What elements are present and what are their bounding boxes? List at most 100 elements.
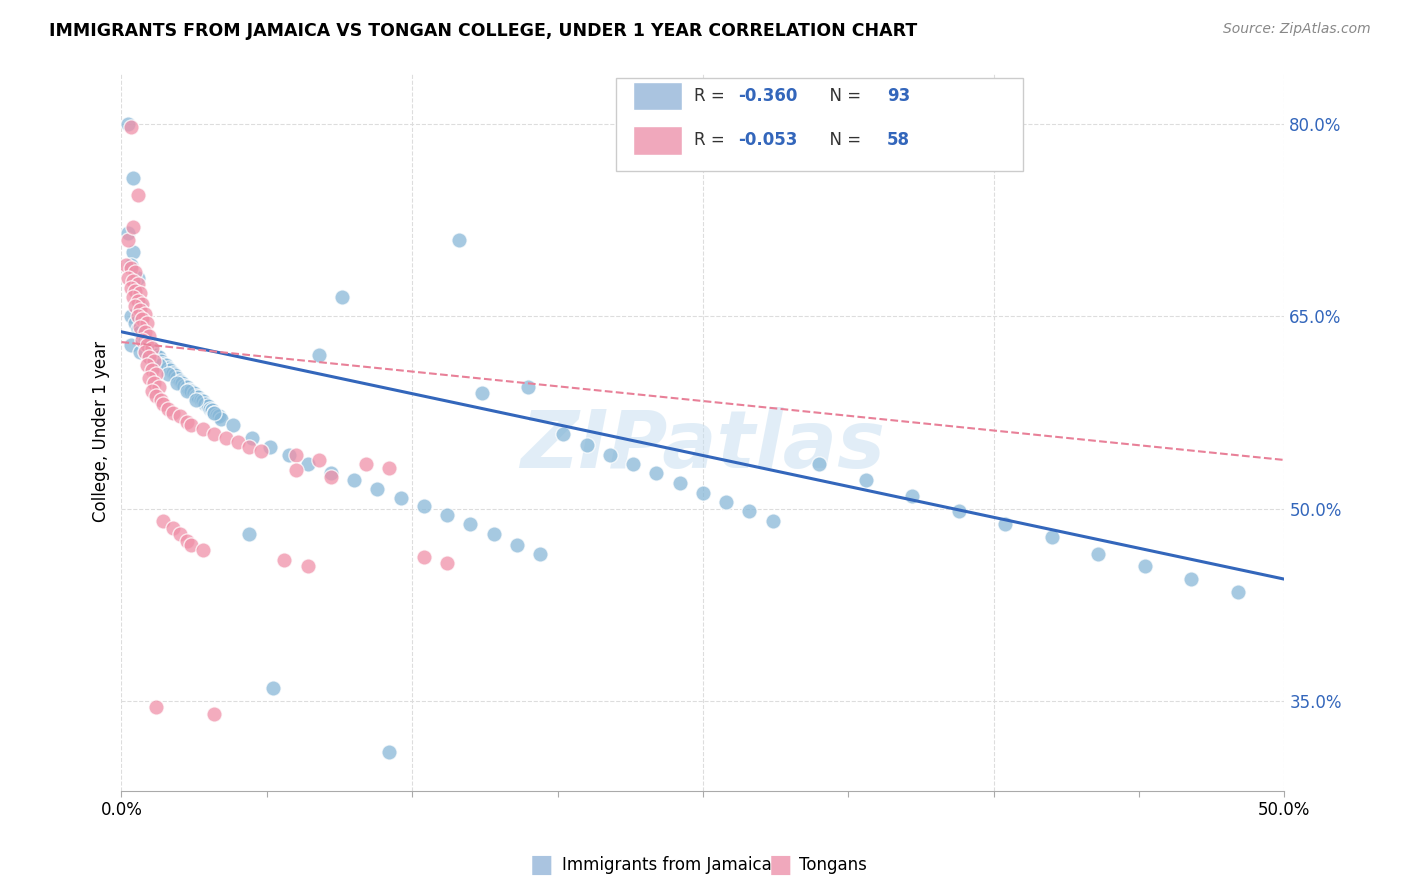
Point bbox=[152, 515, 174, 529]
Point bbox=[134, 333, 156, 347]
FancyBboxPatch shape bbox=[633, 81, 682, 111]
Text: Immigrants from Jamaica: Immigrants from Jamaica bbox=[562, 856, 772, 874]
Point bbox=[575, 437, 598, 451]
Point bbox=[138, 371, 160, 385]
Point bbox=[191, 394, 214, 409]
Point bbox=[136, 358, 159, 372]
Point bbox=[149, 354, 172, 368]
Point bbox=[124, 299, 146, 313]
Point bbox=[297, 559, 319, 574]
Point bbox=[506, 537, 529, 551]
Point bbox=[222, 418, 245, 433]
Point bbox=[738, 504, 761, 518]
Point bbox=[198, 401, 221, 416]
Point bbox=[599, 448, 621, 462]
Point bbox=[169, 374, 191, 388]
Point bbox=[170, 376, 193, 390]
Point bbox=[141, 384, 163, 398]
Point bbox=[378, 745, 401, 759]
Point bbox=[127, 277, 149, 292]
Point bbox=[180, 384, 202, 398]
Text: Source: ZipAtlas.com: Source: ZipAtlas.com bbox=[1223, 22, 1371, 37]
Point bbox=[134, 345, 156, 359]
Point bbox=[131, 333, 153, 347]
Point bbox=[138, 328, 160, 343]
Point bbox=[366, 483, 388, 497]
Point bbox=[138, 337, 160, 351]
Point bbox=[319, 469, 342, 483]
Point bbox=[319, 466, 342, 480]
Point bbox=[948, 504, 970, 518]
Point bbox=[197, 399, 219, 413]
Point bbox=[136, 335, 159, 350]
Point bbox=[204, 706, 226, 721]
Point bbox=[122, 290, 145, 304]
Point bbox=[668, 476, 690, 491]
Point bbox=[460, 517, 482, 532]
Point bbox=[240, 431, 263, 445]
Point bbox=[148, 351, 170, 365]
Point bbox=[621, 457, 644, 471]
Point bbox=[176, 384, 198, 398]
Point bbox=[471, 386, 494, 401]
Point bbox=[127, 310, 149, 324]
Point bbox=[529, 547, 551, 561]
Point bbox=[262, 681, 284, 695]
Point bbox=[120, 310, 142, 324]
Point bbox=[131, 296, 153, 310]
Text: ■: ■ bbox=[530, 854, 553, 877]
Point bbox=[191, 542, 214, 557]
Text: N =: N = bbox=[820, 87, 866, 105]
Point bbox=[901, 489, 924, 503]
Text: ZIPatlas: ZIPatlas bbox=[520, 407, 886, 485]
Point bbox=[436, 508, 458, 522]
Point bbox=[308, 348, 330, 362]
Point bbox=[120, 260, 142, 275]
Point bbox=[145, 389, 167, 403]
Point bbox=[122, 245, 145, 260]
Text: IMMIGRANTS FROM JAMAICA VS TONGAN COLLEGE, UNDER 1 YEAR CORRELATION CHART: IMMIGRANTS FROM JAMAICA VS TONGAN COLLEG… bbox=[49, 22, 918, 40]
Point bbox=[124, 284, 146, 298]
Point bbox=[169, 409, 191, 424]
Point bbox=[211, 412, 233, 426]
Point bbox=[129, 296, 152, 310]
Point bbox=[127, 187, 149, 202]
Point bbox=[148, 358, 170, 372]
Point bbox=[127, 294, 149, 309]
Point bbox=[124, 316, 146, 330]
Point bbox=[176, 380, 198, 394]
Point bbox=[117, 271, 139, 285]
Point bbox=[166, 371, 188, 385]
Point bbox=[1180, 572, 1202, 586]
Point bbox=[134, 325, 156, 339]
Point bbox=[238, 440, 260, 454]
Point bbox=[122, 219, 145, 234]
Point bbox=[273, 553, 295, 567]
Point bbox=[284, 448, 307, 462]
Point bbox=[138, 351, 160, 365]
Point bbox=[141, 342, 163, 356]
Point bbox=[645, 466, 668, 480]
Point bbox=[389, 491, 412, 506]
Text: N =: N = bbox=[820, 131, 866, 150]
Point bbox=[808, 457, 831, 471]
Point bbox=[159, 363, 181, 377]
Point bbox=[204, 406, 226, 420]
Point bbox=[343, 474, 366, 488]
Text: 93: 93 bbox=[887, 87, 910, 105]
Point bbox=[176, 415, 198, 429]
Point bbox=[277, 448, 299, 462]
Point bbox=[143, 354, 166, 368]
Point bbox=[517, 380, 540, 394]
Point bbox=[120, 337, 142, 351]
Point bbox=[124, 281, 146, 295]
Point bbox=[127, 322, 149, 336]
Point bbox=[117, 233, 139, 247]
Point bbox=[169, 527, 191, 541]
Point bbox=[204, 427, 226, 442]
Point bbox=[191, 422, 214, 436]
Point bbox=[762, 515, 785, 529]
Point bbox=[136, 316, 159, 330]
Point bbox=[120, 281, 142, 295]
Point bbox=[131, 328, 153, 343]
